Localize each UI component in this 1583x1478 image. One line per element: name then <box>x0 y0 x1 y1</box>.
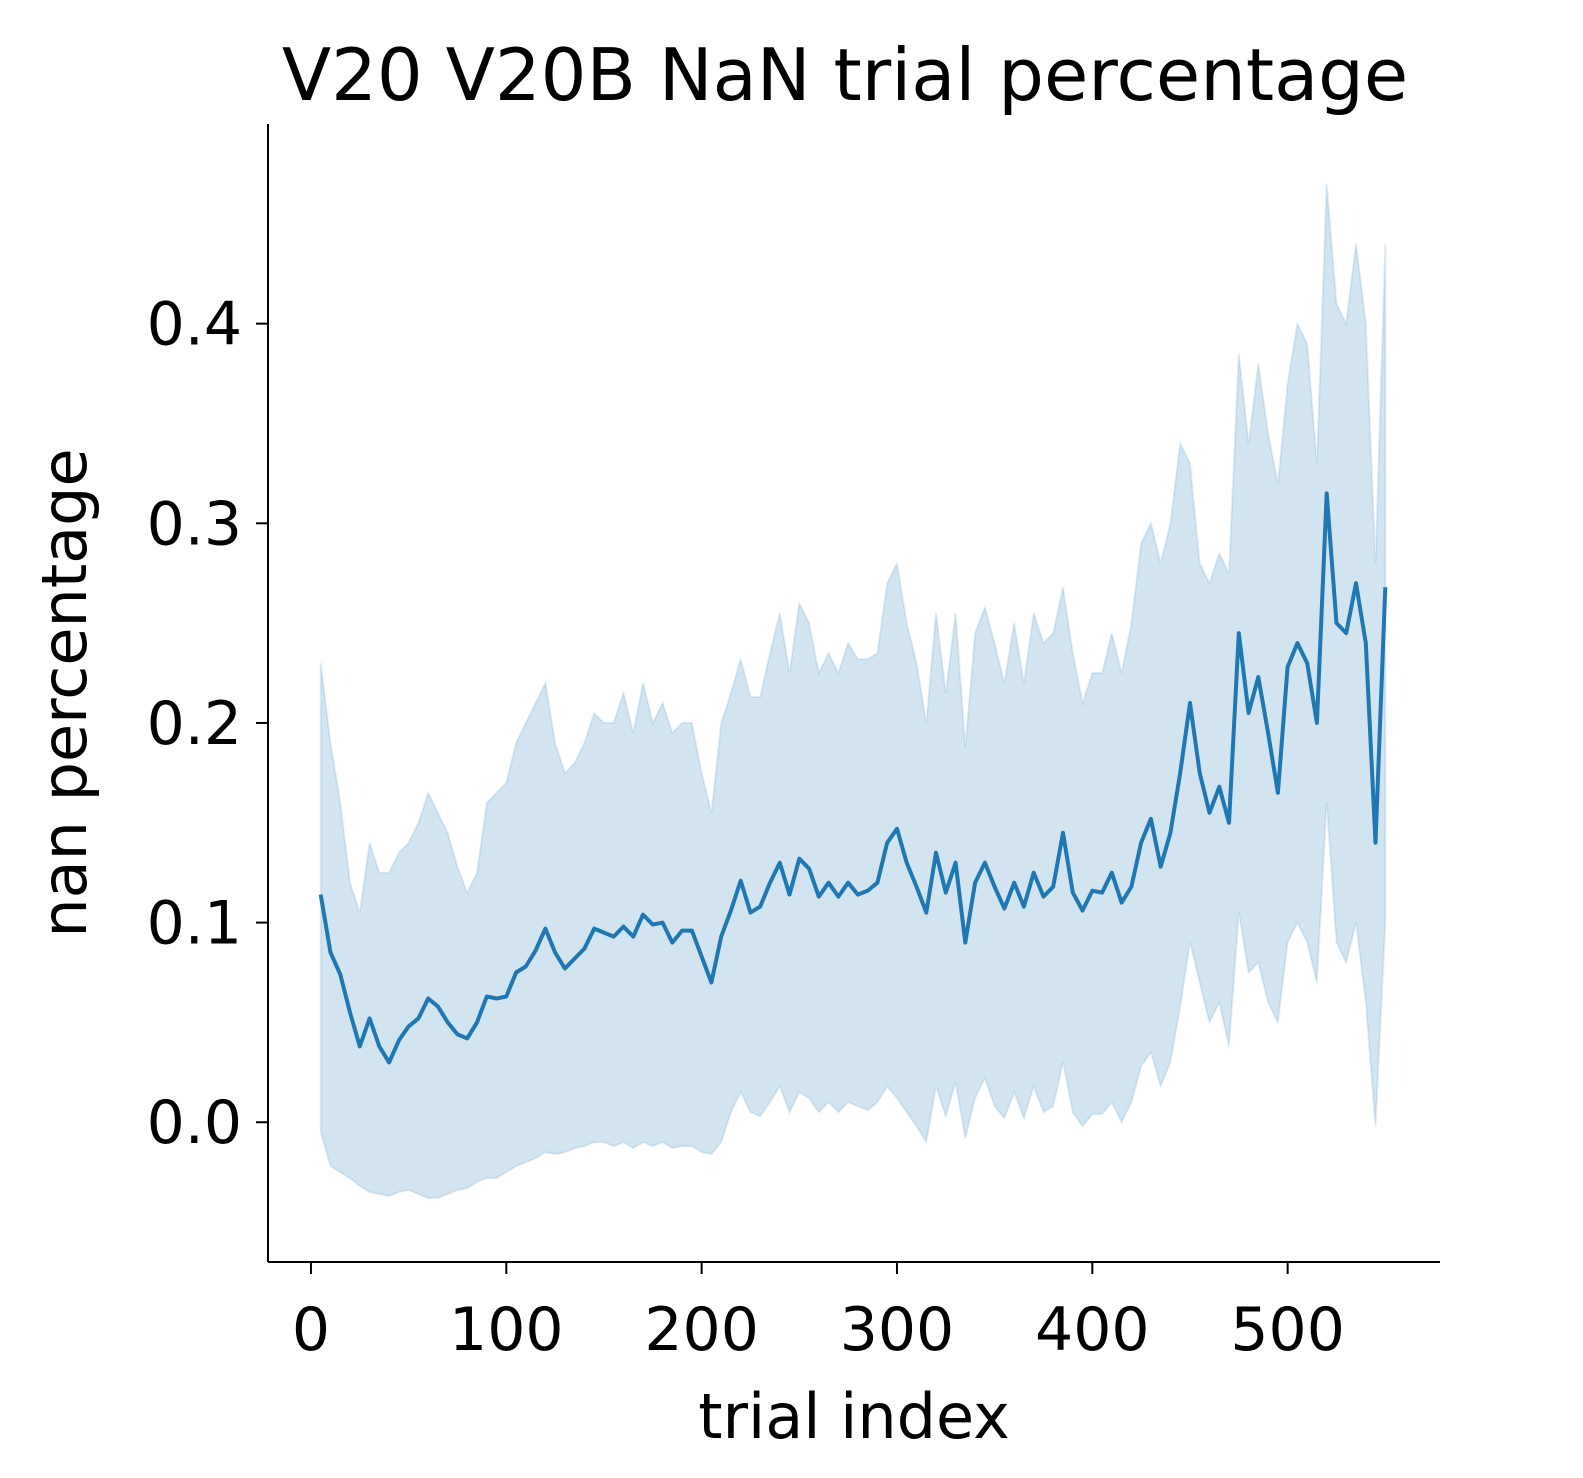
x-tick-label: 400 <box>1035 1295 1150 1365</box>
x-tick-label: 0 <box>292 1295 330 1365</box>
x-axis-ticks: 0 100 200 300 400 500 <box>292 1262 1345 1365</box>
x-axis-label: trial index <box>698 1380 1010 1453</box>
x-tick-label: 300 <box>840 1295 955 1365</box>
mean-line <box>318 491 1388 1065</box>
y-tick-label: 0.3 <box>147 489 242 559</box>
y-axis-ticks: 0.0 0.1 0.2 0.3 0.4 <box>147 290 268 1158</box>
x-tick-label: 100 <box>449 1295 564 1365</box>
y-tick-label: 0.1 <box>147 889 242 959</box>
plot-area <box>318 183 1388 1200</box>
y-axis-label: nan percentage <box>28 448 101 937</box>
chart-title: V20 V20B NaN trial percentage <box>282 33 1408 117</box>
y-tick-label: 0.2 <box>147 689 242 759</box>
x-tick-label: 500 <box>1230 1295 1345 1365</box>
y-tick-label: 0.4 <box>147 290 242 360</box>
y-tick-label: 0.0 <box>147 1088 242 1158</box>
confidence-band <box>319 183 1387 1200</box>
x-tick-label: 200 <box>644 1295 759 1365</box>
